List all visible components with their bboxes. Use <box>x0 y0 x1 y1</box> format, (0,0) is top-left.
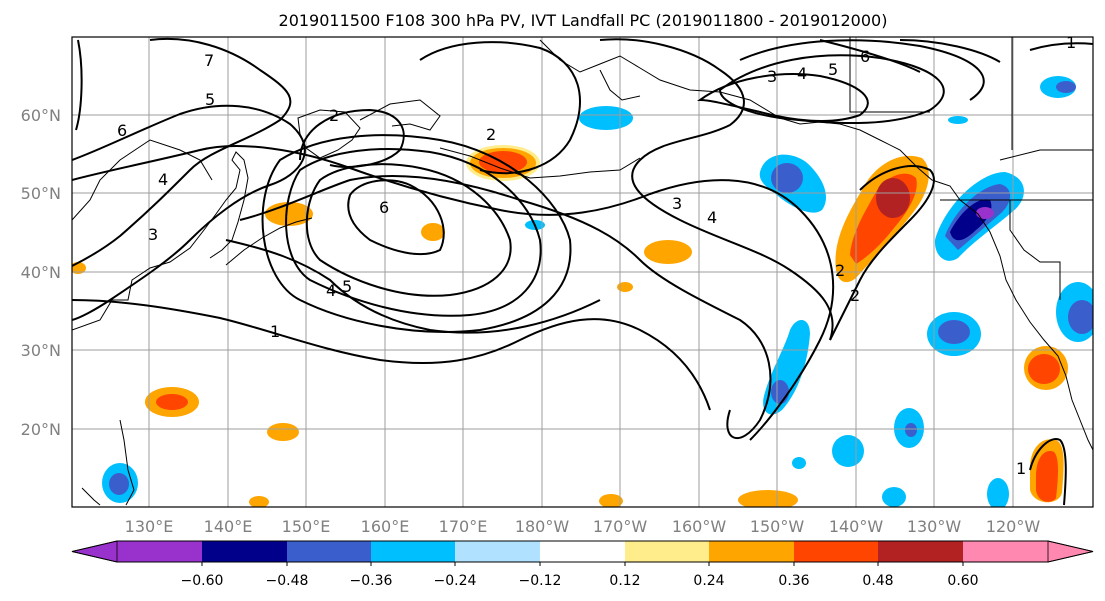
contour-label: 2 <box>329 106 339 125</box>
colorbar-outline <box>71 540 1094 563</box>
colorbar-tick-label: 0.24 <box>693 573 724 589</box>
colorbar-segment <box>794 541 878 562</box>
colorbar-ticks: −0.60 −0.48 −0.36 −0.24 −0.12 0.12 0.24 … <box>181 573 979 589</box>
lon-label: 170°E <box>439 517 488 536</box>
colorbar-extend-min <box>71 540 118 563</box>
contour-label: 5 <box>205 90 215 109</box>
colorbar-tick-label: −0.24 <box>434 573 477 589</box>
contour-label: 1 <box>270 322 280 341</box>
colorbar-segment <box>455 541 540 562</box>
negative-anomaly <box>102 76 1093 507</box>
colorbar-segment <box>117 541 202 562</box>
colorbar-segment <box>202 541 287 562</box>
lon-label: 180°W <box>515 517 570 536</box>
colorbar-segment <box>709 541 794 562</box>
lat-label: 30°N <box>21 341 61 360</box>
lon-label: 150°W <box>750 517 805 536</box>
contour-label: 1 <box>1016 459 1026 478</box>
lon-label: 130°W <box>907 517 962 536</box>
contour-label: 3 <box>767 67 777 86</box>
positive-anomaly <box>72 145 1068 507</box>
lon-label: 170°W <box>593 517 648 536</box>
contour-label: 4 <box>158 170 168 189</box>
contour-label: 5 <box>828 60 838 79</box>
colorbar-segment <box>287 541 371 562</box>
colorbar-segment <box>371 541 455 562</box>
colorbar-tick-label: 0.60 <box>947 573 978 589</box>
colorbar-tick-label: 0.36 <box>778 573 809 589</box>
contour-label: 2 <box>835 261 845 280</box>
latitude-labels: 60°N 50°N 40°N 30°N 20°N <box>21 106 61 439</box>
lon-label: 140°E <box>204 517 253 536</box>
lon-label: 150°E <box>282 517 331 536</box>
colorbar-tick-label: 0.48 <box>862 573 893 589</box>
colorbar-segment <box>625 541 709 562</box>
contour-label: 4 <box>707 208 717 227</box>
contour-label: 2 <box>850 286 860 305</box>
lon-label: 160°E <box>361 517 410 536</box>
lat-label: 50°N <box>21 184 61 203</box>
colorbar-tick-label: −0.48 <box>266 573 309 589</box>
contour-label: 4 <box>797 64 807 83</box>
contour-label: 3 <box>672 194 682 213</box>
colorbar-segment <box>963 541 1048 562</box>
lon-label: 120°W <box>986 517 1041 536</box>
map-frame <box>71 36 1094 508</box>
lat-label: 40°N <box>21 263 61 282</box>
lon-label: 160°W <box>672 517 727 536</box>
contour-label: 6 <box>117 121 127 140</box>
colorbar-tick-label: −0.60 <box>181 573 224 589</box>
contour-labels: 7 5 6 4 3 2 6 4 5 1 3 4 5 6 2 3 4 2 2 1 … <box>117 33 1076 478</box>
pv-contours <box>72 38 1093 506</box>
contour-label: 1 <box>1066 33 1076 52</box>
map-panel: 7 5 6 4 3 2 6 4 5 1 3 4 5 6 2 3 4 2 2 1 … <box>71 33 1094 508</box>
colorbar-tick-label: 0.12 <box>609 573 640 589</box>
contour-label: 5 <box>342 277 352 296</box>
colorbar-extend-max <box>1047 540 1094 563</box>
lat-label: 60°N <box>21 106 61 125</box>
figure-title: 2019011500 F108 300 hPa PV, IVT Landfall… <box>279 11 888 30</box>
contour-label: 3 <box>148 225 158 244</box>
colorbar-tick-label: −0.12 <box>519 573 562 589</box>
lon-label: 130°E <box>125 517 174 536</box>
colorbar <box>71 540 1094 566</box>
coastlines <box>72 37 1093 506</box>
lat-label: 20°N <box>21 420 61 439</box>
longitude-labels: 130°E 140°E 150°E 160°E 170°E 180°W 170°… <box>125 517 1041 536</box>
contour-label: 2 <box>486 125 496 144</box>
contour-label: 6 <box>379 198 389 217</box>
graticule <box>72 37 1093 507</box>
contour-label: 4 <box>326 281 336 300</box>
colorbar-tick-label: −0.36 <box>350 573 393 589</box>
lon-label: 140°W <box>829 517 884 536</box>
colorbar-segment <box>878 541 963 562</box>
shading-layer <box>72 76 1093 507</box>
contour-label: 7 <box>204 51 214 70</box>
colorbar-segment <box>540 541 625 562</box>
contour-label: 6 <box>860 47 870 66</box>
